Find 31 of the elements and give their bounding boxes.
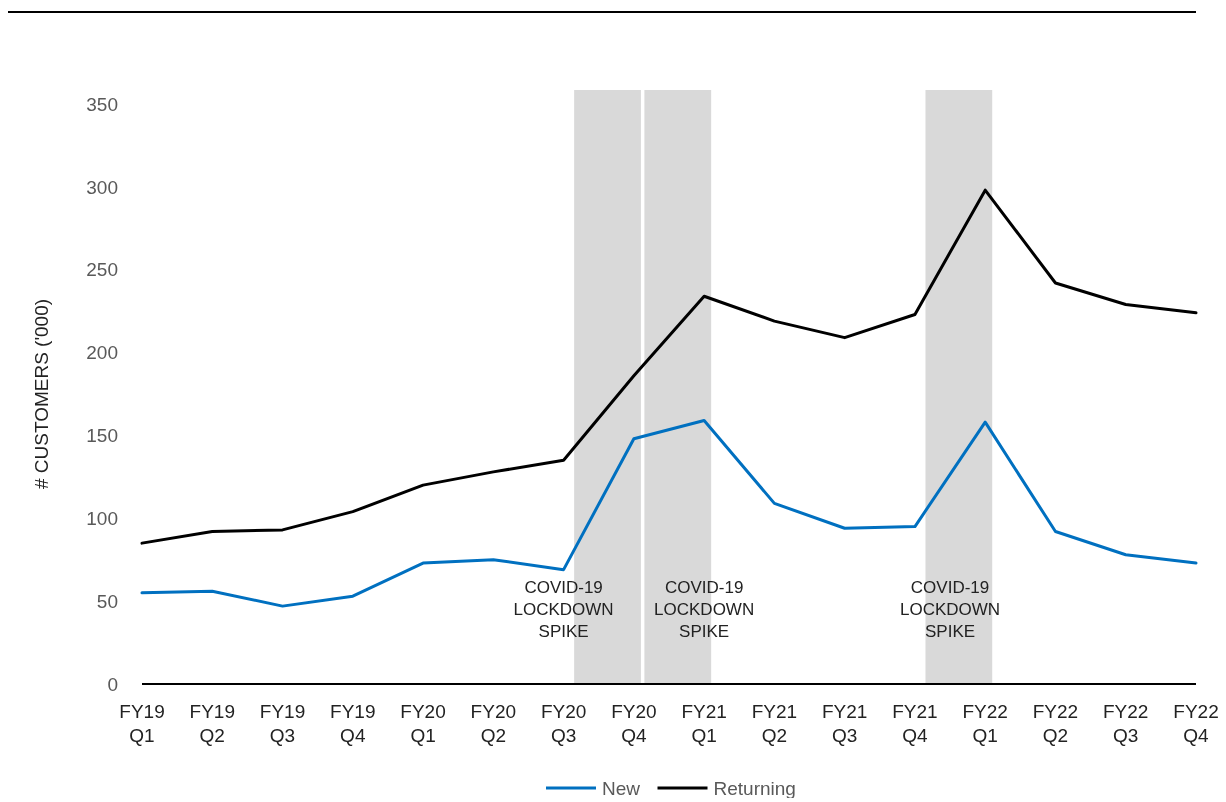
y-tick-label: 200 [86, 342, 118, 364]
y-tick-label: 0 [107, 673, 118, 695]
x-tick-label: FY19 Q4 [330, 701, 376, 746]
y-tick-label: 300 [86, 176, 118, 198]
x-tick-label: FY19 Q1 [119, 701, 165, 746]
x-tick-label: FY22 Q1 [962, 701, 1008, 746]
y-tick-label: 50 [96, 590, 118, 612]
x-tick-label: FY20 Q1 [400, 701, 446, 746]
x-tick-label: FY19 Q2 [189, 701, 235, 746]
y-tick-label: 350 [86, 93, 118, 115]
x-tick-label: FY21 Q1 [681, 701, 727, 746]
y-tick-label: 100 [86, 507, 118, 529]
x-tick-label: FY20 Q4 [611, 701, 657, 746]
x-tick-label: FY22 Q4 [1173, 701, 1219, 746]
x-tick-label: FY22 Q3 [1103, 701, 1149, 746]
line-series [140, 188, 1198, 545]
band-label: COVID-19 LOCKDOWN SPIKE [900, 578, 1001, 641]
y-tick-label: 150 [86, 425, 118, 447]
x-tick-label: FY21 Q2 [751, 701, 798, 746]
x-tick-label: FY21 Q3 [821, 701, 868, 746]
x-tick-label: FY21 Q4 [892, 701, 938, 746]
legend-label: Returning [713, 777, 796, 799]
band-label: COVID-19 LOCKDOWN SPIKE [513, 578, 614, 641]
x-tick-label: FY19 Q3 [259, 701, 306, 746]
y-axis-title: # CUSTOMERS ('000) [31, 298, 52, 490]
band-label: COVID-19 LOCKDOWN SPIKE [654, 578, 755, 641]
x-tick-label: FY22 Q2 [1032, 701, 1079, 746]
x-tick-label: FY20 Q2 [470, 701, 517, 746]
legend-label: New [602, 777, 641, 799]
y-tick-label: 250 [86, 259, 118, 281]
x-tick-label: FY20 Q3 [540, 701, 587, 746]
